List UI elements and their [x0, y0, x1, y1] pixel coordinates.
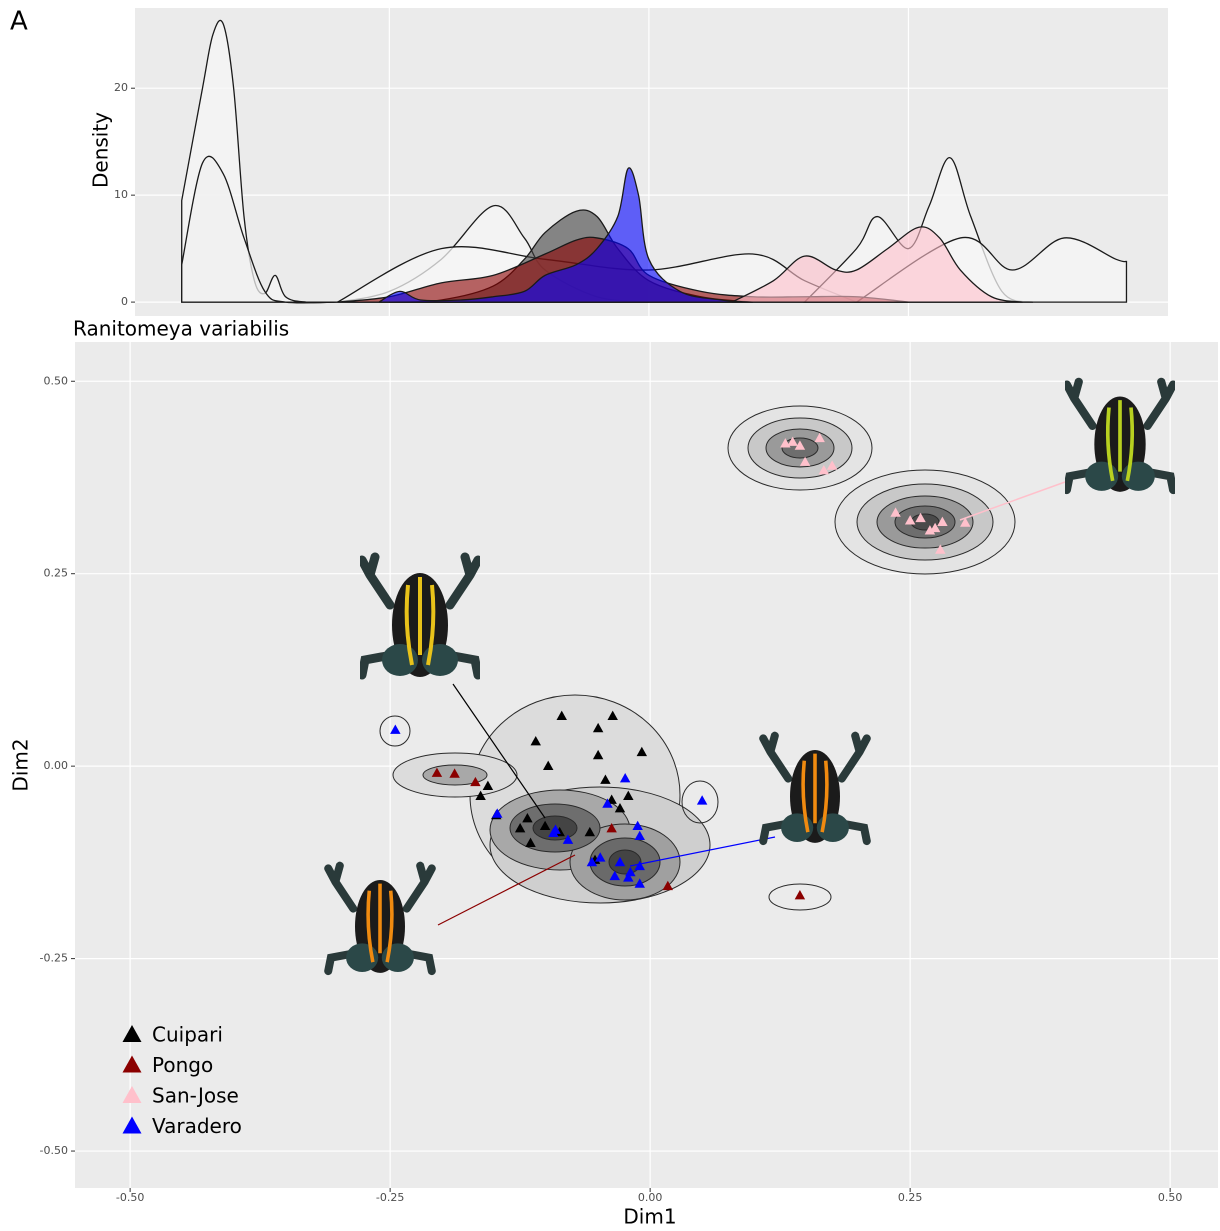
point	[514, 823, 526, 833]
density-area	[731, 226, 1023, 303]
legend-label: Varadero	[152, 1114, 242, 1138]
point	[606, 823, 617, 833]
point	[592, 749, 604, 760]
density-area	[181, 155, 338, 304]
point	[818, 465, 830, 475]
y-tick-label: 0.25	[44, 567, 69, 580]
point	[814, 432, 825, 443]
point	[475, 790, 486, 801]
y-tick-label: -0.25	[40, 952, 68, 965]
point	[929, 522, 941, 533]
point	[449, 768, 460, 778]
point	[586, 856, 598, 867]
point	[634, 860, 645, 871]
panel-label: A	[10, 7, 28, 37]
legend-marker	[122, 1086, 142, 1103]
point	[614, 856, 626, 867]
point	[482, 780, 494, 791]
point	[619, 772, 631, 783]
point	[787, 436, 798, 446]
point	[539, 820, 551, 831]
point	[614, 802, 626, 813]
point	[794, 440, 806, 450]
y-axis-title: Dim2	[9, 738, 33, 791]
legend-marker	[122, 1116, 142, 1134]
y-tick-label: 0	[121, 295, 128, 308]
point	[530, 736, 541, 746]
point	[470, 776, 481, 787]
legend-marker	[122, 1055, 142, 1073]
point	[632, 820, 643, 831]
point	[542, 760, 554, 771]
frog-images	[328, 382, 1173, 973]
y-axis-title: Density	[89, 112, 113, 188]
x-tick-label: -0.25	[376, 1191, 404, 1204]
point	[600, 774, 611, 784]
point	[636, 746, 648, 757]
point	[662, 880, 674, 891]
point	[915, 512, 926, 523]
point	[592, 722, 604, 733]
point	[584, 826, 596, 837]
point	[935, 544, 946, 554]
y-tick-label: 0.00	[44, 759, 69, 772]
legend-marker	[122, 1025, 142, 1042]
density-area	[378, 167, 753, 303]
point	[431, 767, 443, 777]
legend-label: Pongo	[152, 1053, 213, 1077]
point	[799, 456, 811, 466]
point	[522, 813, 533, 823]
point	[594, 852, 606, 862]
point	[696, 795, 708, 805]
point	[890, 507, 901, 517]
point	[492, 808, 503, 818]
density-panel	[135, 8, 1168, 316]
x-tick-label: 0.25	[898, 1191, 923, 1204]
point	[556, 710, 567, 720]
point	[525, 837, 536, 847]
y-tick-label: 20	[114, 81, 128, 94]
x-tick-label: -0.50	[116, 1191, 144, 1204]
y-tick-label: 10	[114, 188, 128, 201]
point	[390, 724, 401, 734]
x-axis-title: Dim1	[623, 1205, 676, 1229]
legend-label: Cuipari	[152, 1023, 223, 1047]
point	[634, 878, 645, 888]
legend: Cuipari Pongo San-Jose Varadero	[122, 1023, 242, 1138]
y-tick-label: -0.50	[40, 1144, 68, 1157]
point	[623, 790, 634, 801]
x-tick-label: 0.00	[638, 1191, 663, 1204]
legend-label: San-Jose	[152, 1084, 239, 1108]
point	[960, 517, 971, 527]
point	[609, 870, 621, 881]
point	[794, 889, 806, 900]
x-tick-label: 0.50	[1158, 1191, 1183, 1204]
points	[390, 432, 971, 900]
y-tick-label: 0.50	[44, 374, 69, 387]
chart-title: Ranitomeya variabilis	[73, 317, 289, 341]
point	[602, 798, 613, 808]
point	[937, 516, 948, 526]
point	[548, 827, 559, 837]
point	[826, 460, 838, 470]
point	[904, 515, 916, 525]
point	[623, 872, 634, 882]
point	[562, 834, 574, 844]
point	[634, 830, 645, 841]
point	[607, 710, 618, 720]
